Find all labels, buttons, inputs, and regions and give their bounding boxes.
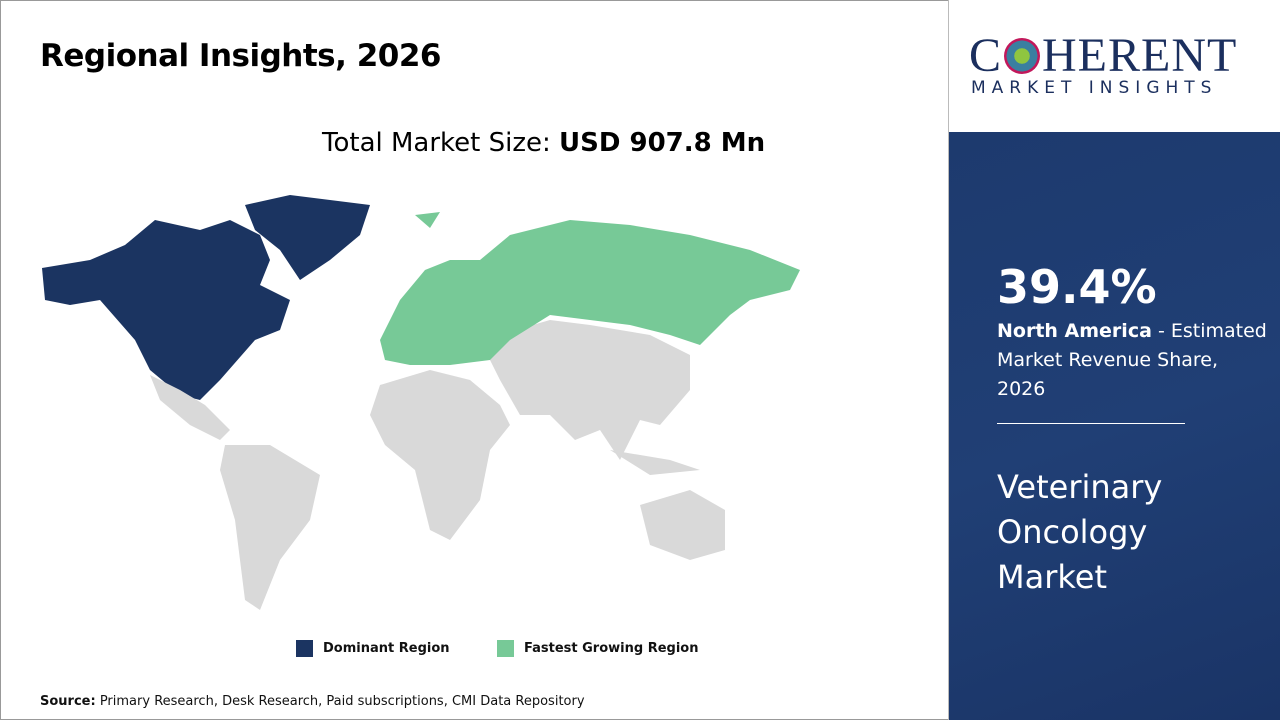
stat-panel: 39.4% North America - Estimated Market R… bbox=[949, 132, 1280, 720]
dominant-swatch bbox=[296, 640, 313, 657]
world-map bbox=[42, 195, 800, 610]
total-market-size: Total Market Size: USD 907.8 Mn bbox=[322, 128, 765, 158]
side-panel: C HERENT MARKET INSIGHTS 39.4% North Amer… bbox=[948, 0, 1280, 720]
legend-label: Dominant Region bbox=[323, 641, 450, 656]
page-title: Regional Insights, 2026 bbox=[40, 38, 441, 74]
share-percent: 39.4% bbox=[997, 260, 1157, 314]
globe-icon bbox=[1004, 37, 1041, 74]
market-name: Veterinary Oncology Market bbox=[997, 468, 1163, 596]
fastest-swatch bbox=[497, 640, 514, 657]
legend-label: Fastest Growing Region bbox=[524, 641, 699, 656]
source-text: Primary Research, Desk Research, Paid su… bbox=[95, 694, 585, 709]
source-label: Source: bbox=[40, 694, 96, 709]
region-name: North America bbox=[997, 320, 1152, 342]
total-value: USD 907.8 Mn bbox=[559, 128, 766, 158]
europe-russia-region bbox=[380, 212, 800, 365]
other-regions bbox=[150, 320, 725, 610]
share-description: North America - Estimated Market Revenue… bbox=[997, 320, 1267, 400]
legend-fastest: Fastest Growing Region bbox=[497, 640, 698, 657]
coherent-logo: C HERENT MARKET INSIGHTS bbox=[949, 0, 1280, 132]
north-america-region bbox=[42, 195, 370, 400]
divider bbox=[997, 423, 1185, 424]
legend-dominant: Dominant Region bbox=[296, 640, 450, 657]
total-label: Total Market Size: bbox=[322, 128, 560, 158]
source-note: Source: Primary Research, Desk Research,… bbox=[40, 694, 585, 709]
